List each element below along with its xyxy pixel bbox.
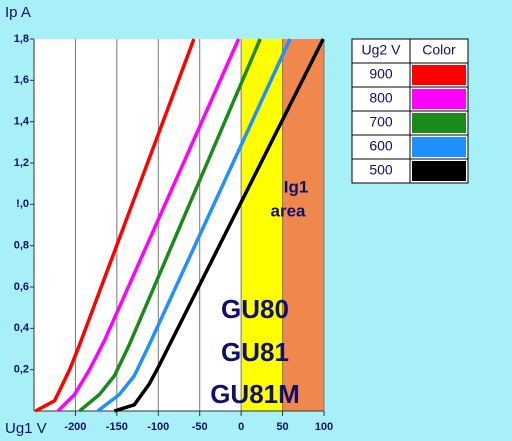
legend-label: 800 — [369, 90, 393, 106]
legend-swatch — [412, 65, 466, 85]
y-axis-label: Ip A — [5, 4, 31, 21]
region — [282, 39, 324, 411]
legend-swatch — [412, 89, 466, 109]
legend-label: 600 — [369, 138, 393, 154]
y-tick-label: 0,8 — [14, 240, 29, 252]
y-tick-label: 1,6 — [14, 74, 29, 86]
y-tick-label: 1,8 — [14, 33, 29, 45]
y-tick-label: !,0 — [16, 198, 29, 210]
annotation: Ig1 — [284, 177, 309, 196]
y-tick-label: 0,6 — [14, 281, 29, 293]
line — [78, 38, 262, 413]
legend-label: 500 — [369, 162, 393, 178]
line — [96, 38, 292, 413]
x-tick-label: -50 — [192, 421, 208, 433]
x-tick-label: 0 — [238, 421, 244, 433]
legend-swatch — [412, 161, 466, 181]
annotation: GU81 — [221, 337, 289, 367]
x-tick-label: 100 — [315, 421, 333, 433]
y-tick-label: 0,4 — [14, 322, 30, 334]
x-tick-label: 50 — [276, 421, 288, 433]
line — [34, 38, 196, 413]
legend-header: Color — [422, 42, 456, 58]
annotation: GU80 — [221, 294, 289, 324]
line — [56, 38, 241, 413]
x-tick-label: -100 — [147, 421, 169, 433]
legend-label: 900 — [369, 66, 393, 82]
y-tick-label: 0,2 — [14, 364, 29, 376]
x-tick-label: -150 — [106, 421, 128, 433]
x-axis-label: Ug1 V — [5, 420, 47, 437]
legend-swatch — [412, 113, 466, 133]
y-tick-label: 1,2 — [14, 157, 29, 169]
legend-swatch — [412, 137, 466, 157]
y-tick-label: 1,4 — [14, 116, 30, 128]
line — [113, 38, 325, 413]
x-tick-label: -200 — [64, 421, 86, 433]
legend-label: 700 — [369, 114, 393, 130]
annotation: area — [271, 201, 307, 220]
annotation: GU81M — [210, 379, 300, 409]
legend-header: Ug2 V — [362, 42, 402, 58]
